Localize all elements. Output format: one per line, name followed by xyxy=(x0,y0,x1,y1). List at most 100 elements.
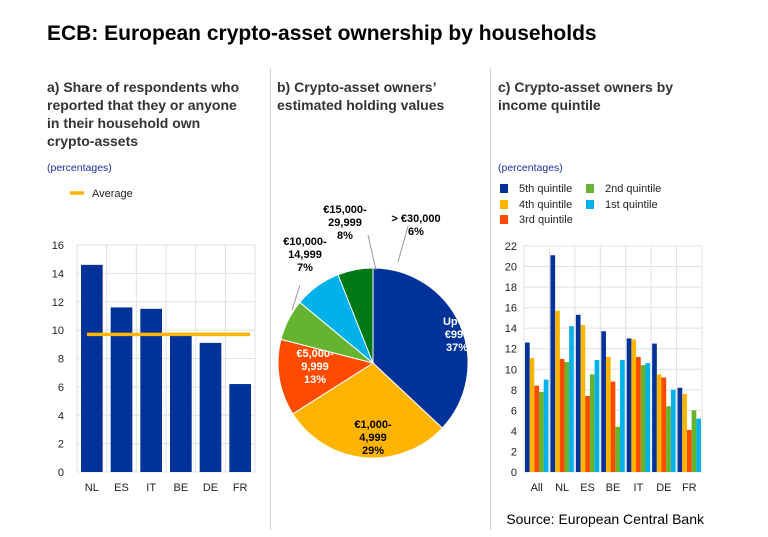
legend-swatch xyxy=(500,200,508,209)
legend-label: 5th quintile xyxy=(519,183,572,195)
y-tick-label: 14 xyxy=(505,323,517,335)
y-tick-label: 0 xyxy=(511,467,517,479)
source-note: Source: European Central Bank xyxy=(506,511,704,527)
bar-NL-1st-quintile xyxy=(569,326,574,472)
x-tick-label: DE xyxy=(656,482,671,494)
pie-label: 7% xyxy=(297,262,313,274)
title-line: a) Share of respondents who xyxy=(47,79,240,95)
bar-BE-2nd-quintile xyxy=(615,426,621,472)
y-tick-label: 18 xyxy=(505,282,517,294)
bar-FR-4th-quintile xyxy=(682,393,687,472)
legend-swatch xyxy=(500,184,508,193)
pie-slice xyxy=(277,338,375,415)
pie-slice xyxy=(372,267,469,429)
bar-NL-4th-quintile xyxy=(555,310,560,472)
pie-label: 4,999 xyxy=(359,432,387,444)
bar-FR-1st-quintile xyxy=(696,418,701,472)
pie-label: 13% xyxy=(304,374,326,386)
y-tick-label: 14 xyxy=(52,268,64,280)
bar-DE-1st-quintile xyxy=(670,389,676,472)
bar-ES-2nd-quintile xyxy=(589,374,595,472)
bar-BE xyxy=(170,334,192,472)
bar-IT xyxy=(140,308,162,472)
x-tick-label: FR xyxy=(233,482,248,494)
bar-DE-4th-quintile xyxy=(656,374,662,472)
bar-DE-3rd-quintile xyxy=(661,377,667,472)
title-line: reported that they or anyone xyxy=(47,97,237,113)
bar-ES-5th-quintile xyxy=(575,314,581,472)
y-tick-label: 0 xyxy=(58,467,64,479)
pie-label: €15,000- xyxy=(323,204,367,216)
bar-All-1st-quintile xyxy=(543,379,549,472)
bar-FR-2nd-quintile xyxy=(691,410,697,472)
y-tick-label: 12 xyxy=(52,297,64,309)
bar-IT-2nd-quintile xyxy=(640,365,646,472)
bar-FR-5th-quintile xyxy=(677,387,683,472)
pie-label: 8% xyxy=(337,230,353,242)
legend-label: 2nd quintile xyxy=(605,183,661,195)
title-line: income quintile xyxy=(498,97,601,113)
bar-IT-4th-quintile xyxy=(631,339,637,472)
pie-label: 29% xyxy=(362,445,384,457)
bar-ES xyxy=(110,307,133,472)
panel-a-unit: (percentages) xyxy=(47,162,112,174)
x-tick-label: All xyxy=(531,482,543,494)
chart-b-pie: Up to€99937%€1,000-4,99929%€5,000-9,9991… xyxy=(277,204,471,459)
pie-label: Up to xyxy=(443,316,471,328)
bar-DE-2nd-quintile xyxy=(666,406,671,472)
title-line: crypto-assets xyxy=(47,133,139,149)
pie-label: 29,999 xyxy=(328,217,362,229)
figure-title: ECB: European crypto-asset ownership by … xyxy=(47,22,597,45)
legend-swatch xyxy=(586,200,594,209)
y-tick-label: 8 xyxy=(58,354,64,366)
pie-slice xyxy=(292,362,443,459)
x-tick-label: IT xyxy=(634,482,644,494)
bar-IT-3rd-quintile xyxy=(636,356,641,472)
title-line: c) Crypto-asset owners by xyxy=(498,79,674,95)
bar-ES-3rd-quintile xyxy=(585,395,590,472)
x-tick-label: NL xyxy=(85,482,99,494)
bar-NL-3rd-quintile xyxy=(559,359,565,472)
x-tick-label: NL xyxy=(555,482,569,494)
chart-c: 0 2 4 6 8 10 12 14 16 18 20 22 All NL ES BE IT DE FR 5th qu… xyxy=(500,183,703,494)
y-tick-label: 16 xyxy=(505,303,517,315)
legend-label: 4th quintile xyxy=(519,199,572,211)
bar-NL-2nd-quintile xyxy=(564,362,570,472)
leader-line xyxy=(291,284,301,311)
title-line: in their household own xyxy=(47,115,201,131)
y-tick-label: 6 xyxy=(511,405,517,417)
y-tick-label: 4 xyxy=(511,426,517,438)
bar-BE-4th-quintile xyxy=(605,356,611,472)
pie-label: 6% xyxy=(408,226,424,238)
x-tick-label: BE xyxy=(173,482,188,494)
y-tick-label: 10 xyxy=(505,364,517,376)
y-tick-label: 10 xyxy=(52,325,64,337)
pie-label: €10,000- xyxy=(283,236,327,248)
legend-swatch xyxy=(500,215,508,224)
y-tick-label: 16 xyxy=(52,240,64,252)
y-tick-label: 22 xyxy=(505,241,517,253)
bar-IT-1st-quintile xyxy=(645,363,651,472)
bar-FR-3rd-quintile xyxy=(686,429,692,472)
pie-slice xyxy=(337,267,374,364)
chart-a: 0 2 4 6 8 10 12 14 16 NL ES IT BE DE FR Average xyxy=(52,188,256,494)
bar-All-5th-quintile xyxy=(525,342,530,472)
panel-c-unit: (percentages) xyxy=(498,162,563,174)
x-tick-label: ES xyxy=(114,482,129,494)
pie-label: €999 xyxy=(445,329,469,341)
legend-label-average: Average xyxy=(92,188,133,200)
bar-DE-5th-quintile xyxy=(652,343,657,472)
bar-FR xyxy=(229,384,251,472)
pie-label: 14,999 xyxy=(288,249,322,261)
panel-c-title: c) Crypto-asset owners by income quintil… xyxy=(498,78,673,114)
pie-label: 37% xyxy=(446,342,468,354)
bar-BE-5th-quintile xyxy=(601,331,606,472)
bar-BE-3rd-quintile xyxy=(610,381,616,472)
bar-All-3rd-quintile xyxy=(534,385,540,472)
bar-IT-5th-quintile xyxy=(626,338,632,472)
y-tick-label: 2 xyxy=(58,439,64,451)
pie-label: 9,999 xyxy=(301,361,329,373)
y-tick-label: 6 xyxy=(58,382,64,394)
title-line: estimated holding values xyxy=(277,97,445,113)
